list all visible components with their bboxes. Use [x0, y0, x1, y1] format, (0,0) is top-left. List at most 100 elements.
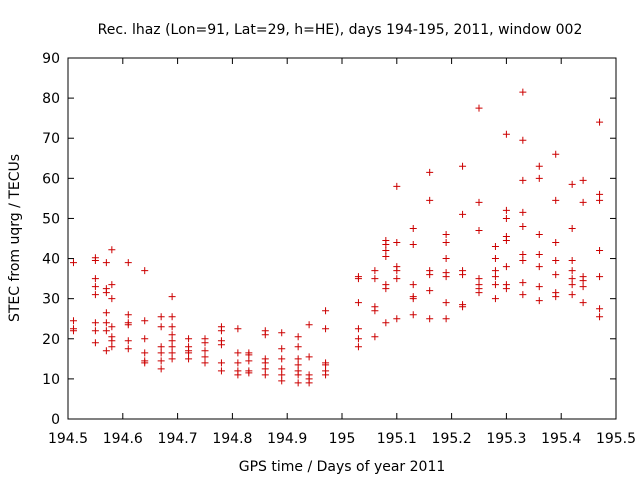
data-point: [475, 104, 483, 112]
data-point: [102, 327, 110, 335]
data-point: [185, 355, 193, 363]
data-point: [491, 281, 499, 289]
data-point: [261, 365, 269, 373]
data-point: [102, 309, 110, 317]
data-point: [201, 353, 209, 361]
x-tick-label: 195.3: [486, 431, 526, 447]
data-point: [102, 347, 110, 355]
data-point: [294, 333, 302, 341]
data-point: [442, 239, 450, 247]
data-point: [305, 353, 313, 361]
data-point: [168, 293, 176, 301]
data-point: [475, 226, 483, 234]
data-point: [568, 291, 576, 299]
data-point: [519, 251, 527, 259]
data-point: [371, 275, 379, 283]
data-point: [91, 275, 99, 283]
data-point: [596, 273, 604, 281]
data-point: [535, 263, 543, 271]
data-point: [168, 343, 176, 351]
y-axis-label: STEC from uqrg / TECUs: [7, 154, 23, 322]
data-point: [552, 271, 560, 279]
data-point: [382, 253, 390, 261]
data-point: [426, 196, 434, 204]
data-point: [568, 267, 576, 275]
data-point: [217, 367, 225, 375]
data-point: [519, 257, 527, 265]
data-point: [305, 379, 313, 387]
y-tick-label: 80: [42, 91, 60, 107]
data-point: [426, 287, 434, 295]
data-point: [442, 255, 450, 263]
data-point: [168, 331, 176, 339]
data-point: [393, 267, 401, 275]
y-tick-label: 10: [42, 372, 60, 388]
data-point: [141, 335, 149, 343]
data-point: [141, 317, 149, 325]
data-point: [579, 283, 587, 291]
data-point: [245, 369, 253, 377]
data-point: [294, 379, 302, 387]
data-point: [261, 331, 269, 339]
data-point: [502, 285, 510, 293]
data-point: [409, 295, 417, 303]
data-point: [234, 349, 242, 357]
x-tick-label: 195.1: [377, 431, 417, 447]
data-point: [217, 327, 225, 335]
data-point: [69, 317, 77, 325]
data-point: [278, 377, 286, 385]
data-point: [596, 190, 604, 198]
data-point: [409, 311, 417, 319]
y-tick-label: 0: [51, 412, 60, 428]
plot-frame: [67, 57, 617, 420]
data-point: [568, 180, 576, 188]
data-point: [393, 239, 401, 247]
data-point: [245, 351, 253, 359]
data-point: [426, 168, 434, 176]
data-point: [168, 355, 176, 363]
data-point: [124, 337, 132, 345]
data-point: [91, 319, 99, 327]
data-point: [102, 319, 110, 327]
data-point: [201, 359, 209, 367]
data-point: [382, 285, 390, 293]
data-point: [322, 325, 330, 333]
data-point: [442, 299, 450, 307]
data-point: [294, 371, 302, 379]
data-point: [69, 327, 77, 335]
data-point: [491, 255, 499, 263]
data-point: [108, 337, 116, 345]
data-point: [124, 345, 132, 353]
data-point: [519, 176, 527, 184]
data-point: [261, 359, 269, 367]
data-point: [234, 371, 242, 379]
data-point: [409, 281, 417, 289]
data-point: [393, 182, 401, 190]
x-tick-label: 195.2: [432, 431, 472, 447]
data-point: [491, 267, 499, 275]
data-point: [502, 263, 510, 271]
data-point: [261, 371, 269, 379]
data-point: [185, 335, 193, 343]
data-point: [491, 273, 499, 281]
data-point: [393, 275, 401, 283]
x-axis-label: GPS time / Days of year 2011: [239, 459, 446, 475]
data-point: [201, 347, 209, 355]
x-tick-label: 194.5: [48, 431, 88, 447]
data-point: [168, 323, 176, 331]
data-point: [459, 271, 467, 279]
data-point: [245, 357, 253, 365]
data-point: [502, 130, 510, 138]
data-point: [354, 325, 362, 333]
data-point: [475, 275, 483, 283]
data-point: [141, 267, 149, 275]
data-point: [382, 241, 390, 249]
x-tick-label: 194.8: [212, 431, 252, 447]
data-point: [535, 297, 543, 305]
data-point: [168, 337, 176, 345]
data-point: [278, 371, 286, 379]
data-point: [568, 275, 576, 283]
y-tick-label: 40: [42, 252, 60, 268]
data-point: [442, 273, 450, 281]
data-point: [354, 275, 362, 283]
